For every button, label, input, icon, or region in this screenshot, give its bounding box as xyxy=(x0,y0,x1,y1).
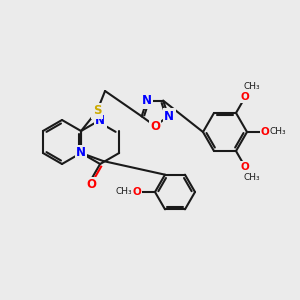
Text: O: O xyxy=(86,178,96,191)
Text: S: S xyxy=(93,104,101,118)
Text: CH₃: CH₃ xyxy=(243,82,260,91)
Text: N: N xyxy=(95,113,105,127)
Text: O: O xyxy=(241,162,249,172)
Text: CH₃: CH₃ xyxy=(116,188,132,196)
Text: O: O xyxy=(150,119,160,133)
Text: N: N xyxy=(164,110,174,123)
Text: O: O xyxy=(133,187,141,197)
Text: N: N xyxy=(76,146,86,160)
Text: CH₃: CH₃ xyxy=(270,128,286,136)
Text: N: N xyxy=(142,94,152,107)
Text: O: O xyxy=(261,127,269,137)
Text: CH₃: CH₃ xyxy=(243,173,260,182)
Text: O: O xyxy=(241,92,249,102)
